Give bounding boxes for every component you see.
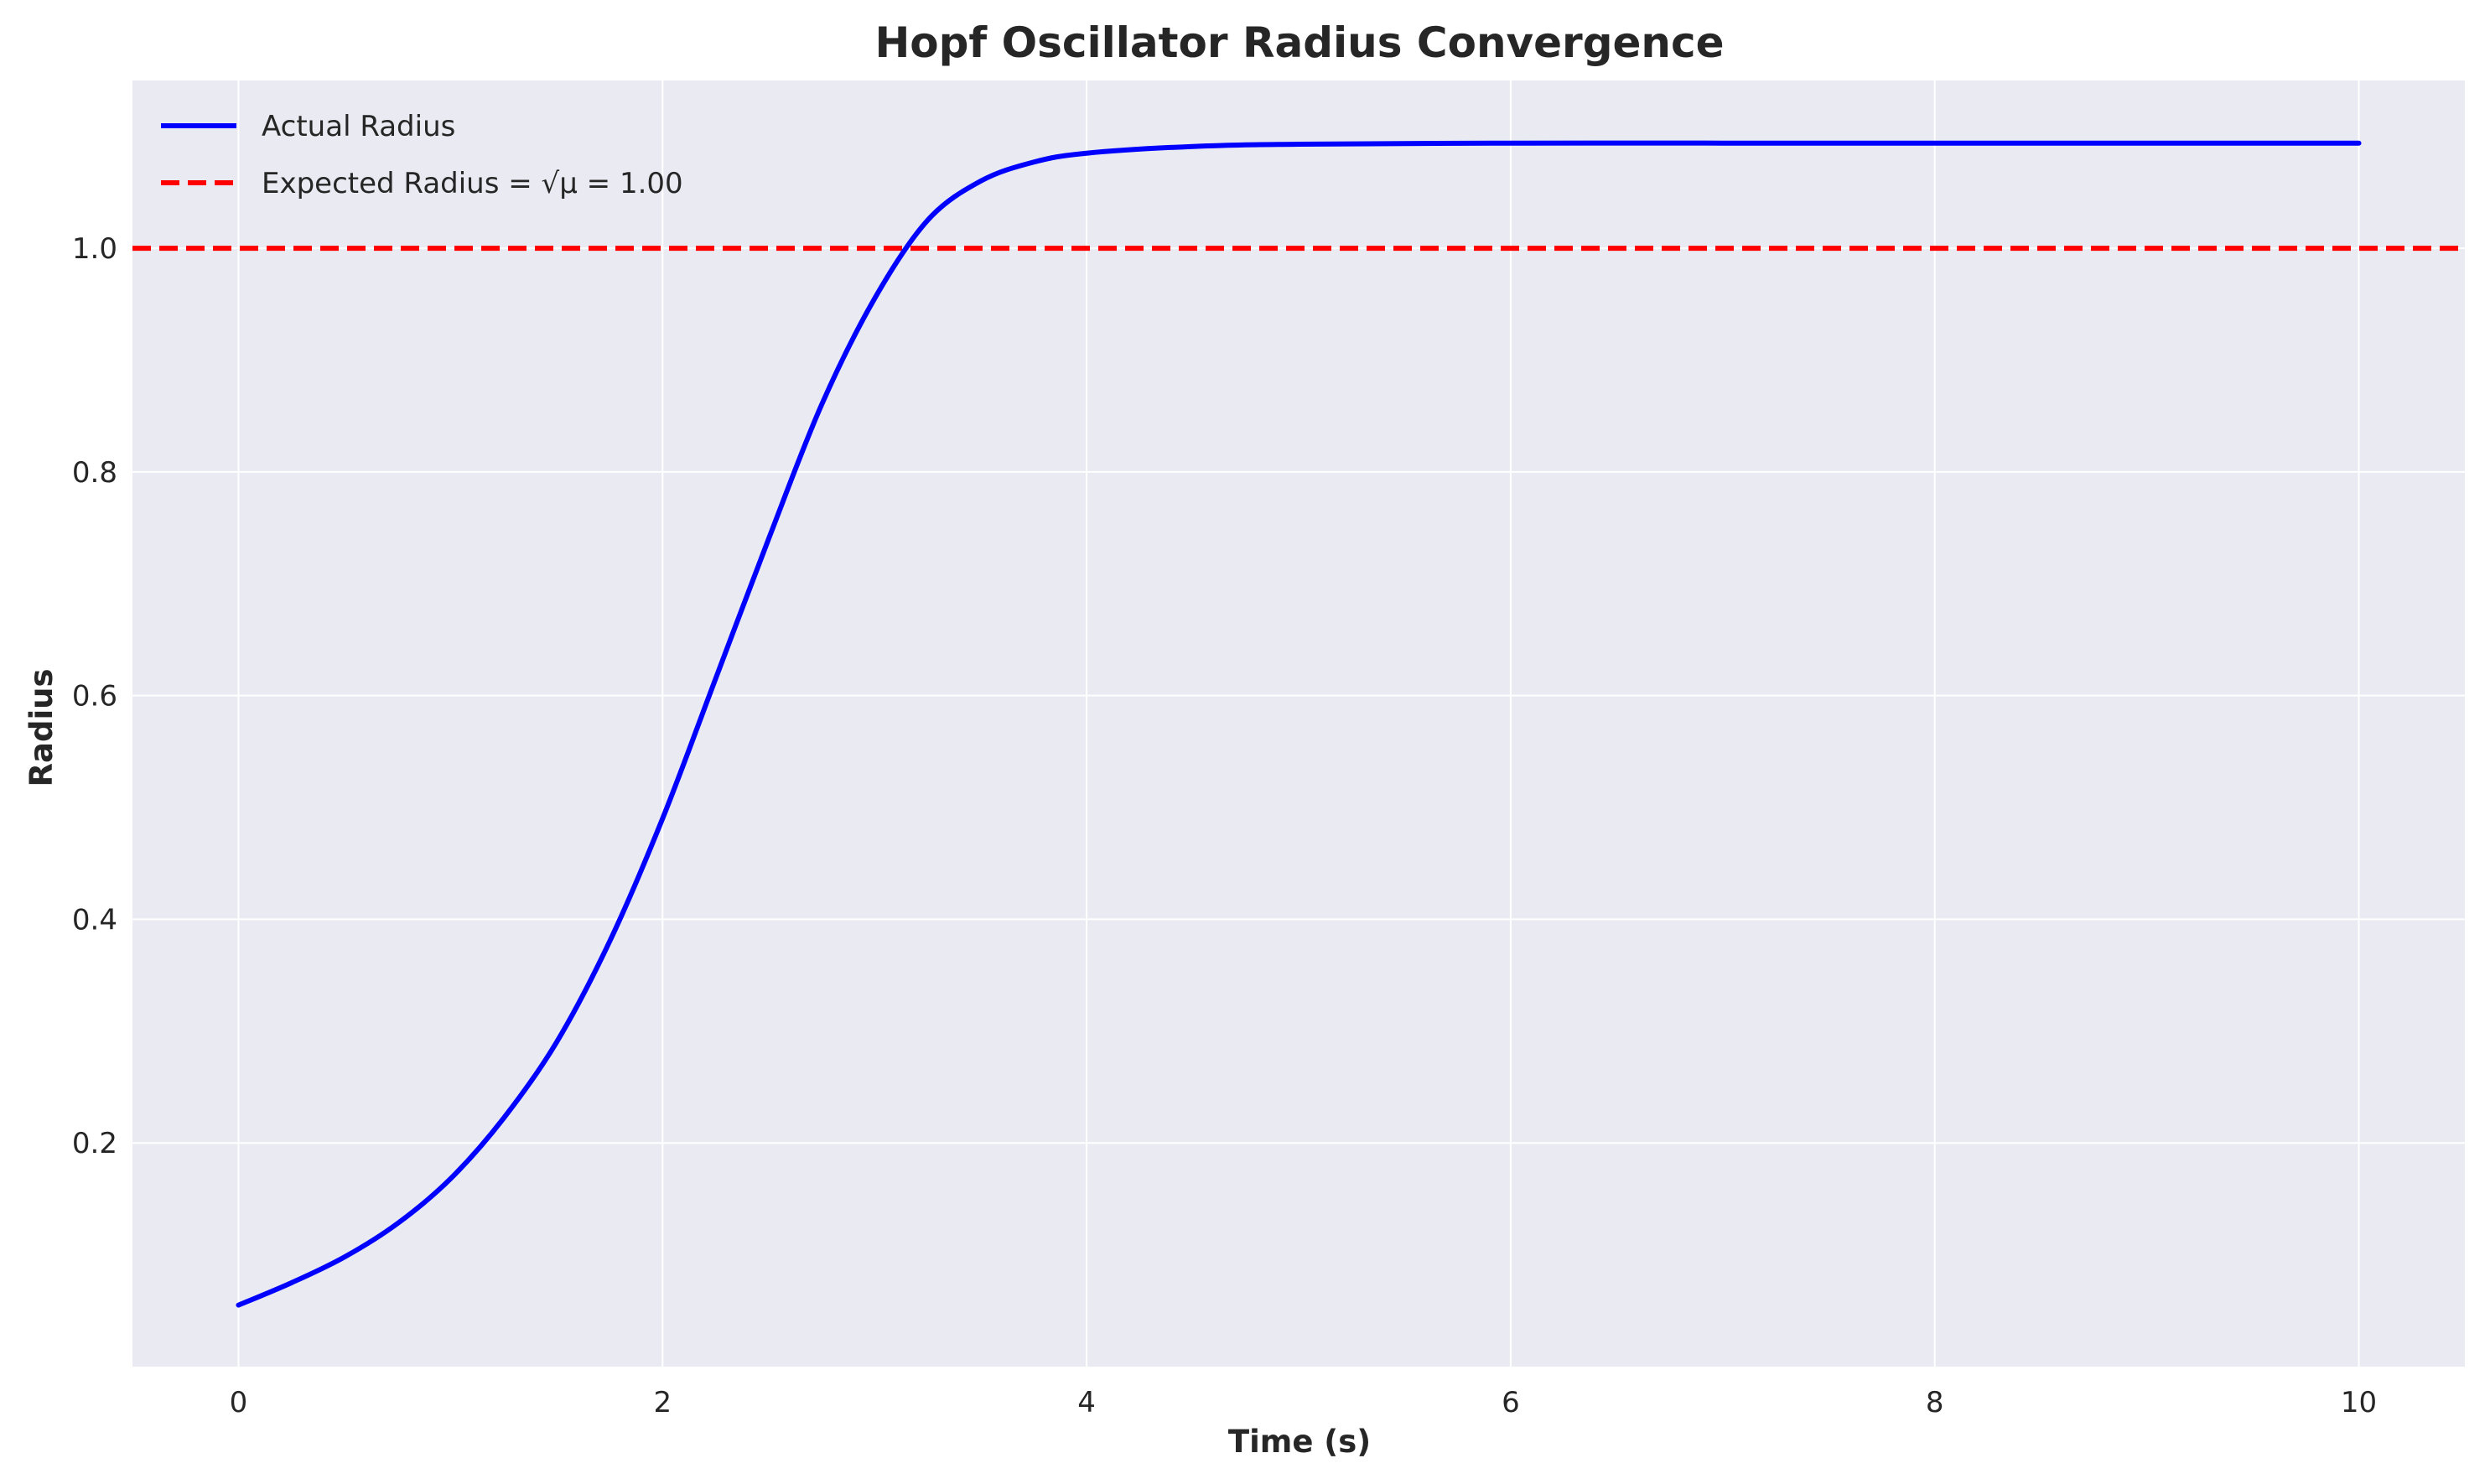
y-tick-label: 1.0: [72, 232, 117, 266]
x-tick-label: 2: [653, 1386, 672, 1419]
legend-label-actual-radius: Actual Radius: [262, 110, 455, 143]
y-tick-label: 0.2: [72, 1127, 117, 1160]
x-axis-label: Time (s): [1228, 1424, 1371, 1460]
legend-label-expected-radius: Expected Radius = √μ = 1.00: [262, 167, 683, 200]
x-tick-label: 4: [1077, 1386, 1096, 1419]
x-tick-label: 10: [2341, 1386, 2377, 1419]
x-tick-label: 0: [230, 1386, 248, 1419]
y-tick-label: 0.6: [72, 680, 117, 713]
x-tick-label: 8: [1926, 1386, 1944, 1419]
plot-area: [132, 80, 2465, 1367]
y-axis-label: Radius: [23, 669, 60, 787]
legend: Actual Radius Expected Radius = √μ = 1.0…: [161, 110, 683, 200]
x-tick-labels: 0 2 4 6 8 10: [230, 1386, 2378, 1419]
series-line-actual-radius: [236, 140, 2362, 1308]
x-tick-label: 6: [1502, 1386, 1520, 1419]
y-tick-label: 0.8: [72, 456, 117, 490]
y-tick-labels: 0.2 0.4 0.6 0.8 1.0: [72, 232, 117, 1160]
chart-title: Hopf Oscillator Radius Convergence: [874, 18, 1724, 67]
series-group: [236, 140, 2362, 1308]
y-tick-label: 0.4: [72, 903, 117, 937]
